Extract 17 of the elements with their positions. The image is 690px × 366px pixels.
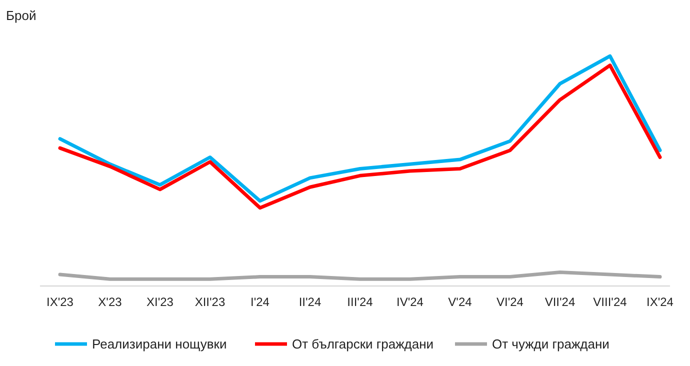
x-tick-label: I'24 (250, 295, 270, 309)
x-tick-label: III'24 (347, 295, 374, 309)
x-tick-label: II'24 (298, 295, 322, 309)
x-tick-label: IX'24 (646, 295, 674, 309)
x-tick-label: VI'24 (496, 295, 524, 309)
x-tick-label: XI'23 (146, 295, 174, 309)
x-tick-label: IV'24 (396, 295, 424, 309)
x-tick-label: VIII'24 (593, 295, 628, 309)
x-tick-label: V'24 (448, 295, 472, 309)
legend-label: От чужди граждани (492, 336, 610, 352)
x-tick-label: XII'23 (194, 295, 226, 309)
x-tick-label: VII'24 (544, 295, 576, 309)
x-tick-label: X'23 (98, 295, 122, 309)
legend-label: Реализирани нощувки (92, 336, 227, 352)
x-tick-label: IX'23 (46, 295, 74, 309)
y-axis-title: Брой (6, 8, 36, 23)
legend-label: От български граждани (292, 336, 434, 352)
